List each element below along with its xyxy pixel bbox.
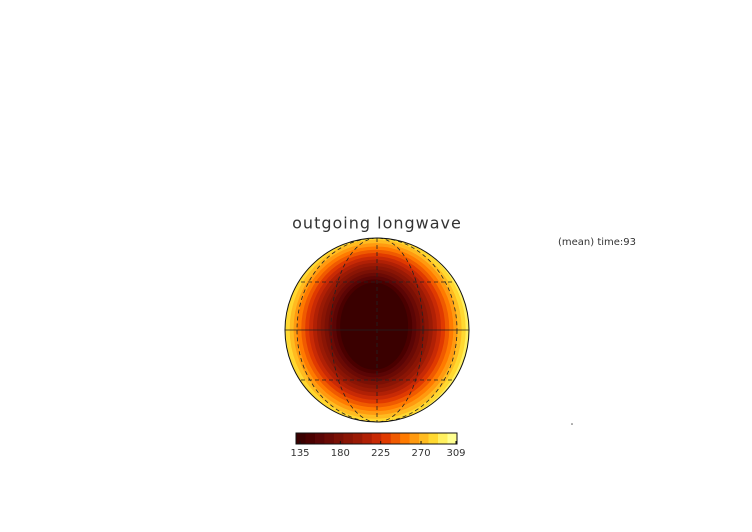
colorbar-segment <box>362 433 373 444</box>
colorbar-segment <box>419 433 429 444</box>
colorbar-segment <box>324 433 335 444</box>
chart-title: outgoing longwave <box>292 214 462 233</box>
colorbar <box>296 433 458 444</box>
colorbar-segment <box>314 433 325 444</box>
colorbar-segment <box>447 433 458 444</box>
colorbar-segment <box>296 433 306 444</box>
colorbar-tick-label: 180 <box>331 448 350 459</box>
contour-band <box>340 282 409 370</box>
colorbar-segment <box>400 433 410 444</box>
colorbar-tick-label: 270 <box>411 448 430 459</box>
colorbar-segment <box>428 433 439 444</box>
colorbar-segment <box>343 433 354 444</box>
annotation: (mean) time:93 <box>558 237 636 248</box>
colorbar-segment <box>409 433 420 444</box>
colorbar-segment <box>352 433 363 444</box>
colorbar-segment <box>381 433 392 444</box>
globe-outline <box>284 237 470 423</box>
colorbar-frame <box>295 432 458 445</box>
colorbar-segment <box>333 433 344 444</box>
colorbar-segment <box>371 433 382 444</box>
dot <box>571 423 573 425</box>
colorbar-tick-label: 309 <box>446 448 465 459</box>
contour-field <box>285 238 469 422</box>
colorbar-tick-label: 225 <box>371 448 390 459</box>
colorbar-segment <box>438 433 448 444</box>
colorbar-segment <box>390 433 401 444</box>
colorbar-segment <box>305 433 316 444</box>
colorbar-tick-label: 135 <box>290 448 309 459</box>
